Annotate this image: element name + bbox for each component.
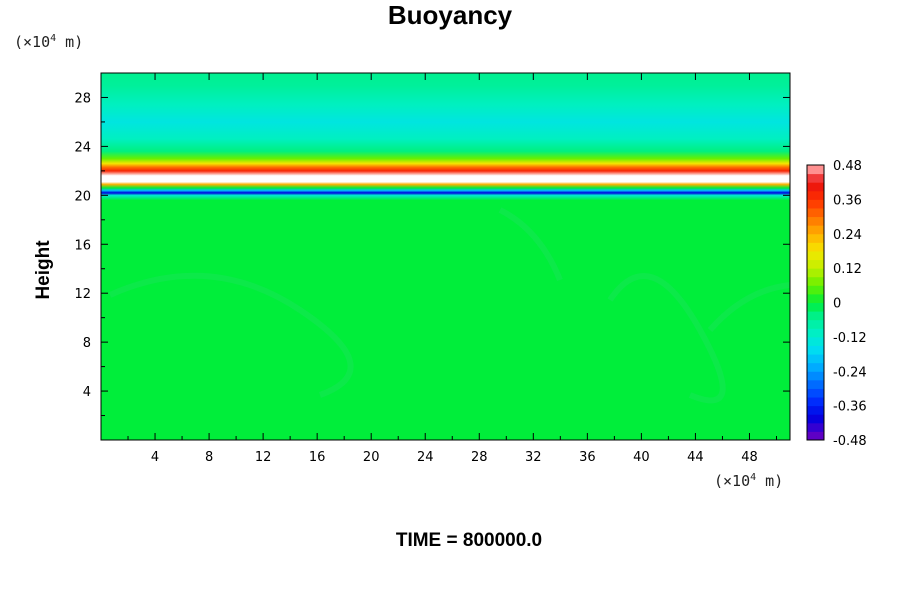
- x-tick-label: 28: [471, 450, 488, 465]
- wave-feature: [607, 273, 726, 404]
- y-tick-label: 24: [74, 140, 91, 155]
- colorbar-band: [807, 405, 824, 415]
- time-label: TIME = 800000.0: [395, 530, 543, 551]
- colorbar-band: [807, 397, 824, 407]
- colorbar-band: [807, 311, 824, 321]
- y-tick-label: 16: [74, 238, 91, 253]
- colorbar-band: [807, 414, 824, 424]
- x-tick-label: 4: [151, 450, 159, 465]
- colorbar-tick-label: -0.48: [833, 434, 867, 449]
- colorbar-band: [807, 225, 824, 235]
- x-tick-label: 32: [525, 450, 542, 465]
- colorbar-band: [807, 328, 824, 338]
- y-tick-label: 12: [74, 287, 91, 302]
- colorbar-band: [807, 199, 824, 209]
- y-axis-unit: (×104 m): [14, 33, 84, 51]
- x-tick-label: 12: [255, 450, 272, 465]
- colorbar-frame: [806, 164, 825, 441]
- colorbar-band: [807, 173, 824, 183]
- colorbar-band: [807, 182, 824, 192]
- colorbar-band: [807, 207, 824, 218]
- colorbar-band: [807, 431, 824, 441]
- colorbar-band: [807, 371, 824, 381]
- colorbar-tick-label: -0.36: [833, 400, 867, 415]
- x-axis-unit: (×104 m): [714, 472, 784, 490]
- wave-feature: [707, 282, 791, 332]
- plot-frame: [100, 72, 791, 441]
- colorbar-tick-label: 0.24: [833, 228, 862, 243]
- colorbar-tick-label: -0.12: [833, 331, 867, 346]
- colorbar-band: [807, 379, 824, 389]
- colorbar-band: [807, 336, 824, 346]
- x-tick-label: 8: [205, 450, 213, 465]
- wave-feature: [498, 207, 563, 282]
- colorbar-band: [807, 268, 824, 278]
- y-tick-label: 28: [74, 91, 91, 106]
- colorbar-band: [807, 388, 824, 398]
- colorbar-band: [807, 302, 824, 312]
- x-tick-label: 36: [579, 450, 596, 465]
- x-tick-label: 24: [417, 450, 434, 465]
- colorbar-band: [807, 165, 824, 175]
- colorbar-band: [807, 259, 824, 269]
- colorbar-band: [807, 285, 824, 295]
- colorbar-band: [807, 319, 824, 329]
- y-tick-label: 20: [74, 189, 91, 204]
- colorbar-band: [807, 216, 824, 226]
- colorbar-tick-label: 0.48: [833, 159, 862, 174]
- x-tick-label: 44: [687, 450, 704, 465]
- y-tick-label: 8: [83, 336, 91, 351]
- x-tick-label: 48: [741, 450, 758, 465]
- colorbar-tick-label: 0: [833, 297, 841, 312]
- colorbar-band: [807, 190, 824, 200]
- colorbar-band: [807, 354, 824, 364]
- wave-feature: [108, 272, 354, 398]
- buoyancy-field: [101, 73, 790, 440]
- colorbar-band: [807, 293, 824, 303]
- chart-title: Buoyancy: [387, 0, 513, 30]
- colorbar-band: [807, 233, 824, 243]
- colorbar-band: [807, 242, 824, 252]
- x-tick-label: 40: [633, 450, 650, 465]
- colorbar-band: [807, 250, 824, 261]
- colorbar-band: [807, 345, 824, 355]
- colorbar-band: [807, 422, 824, 432]
- colorbar-band: [807, 362, 824, 372]
- x-tick-label: 20: [363, 450, 380, 465]
- y-tick-label: 4: [83, 385, 91, 400]
- colorbar-band: [807, 276, 824, 286]
- colorbar-tick-label: 0.12: [833, 262, 862, 277]
- colorbar-tick-label: 0.36: [833, 193, 862, 208]
- x-tick-label: 16: [309, 450, 326, 465]
- colorbar-tick-label: -0.24: [833, 365, 867, 380]
